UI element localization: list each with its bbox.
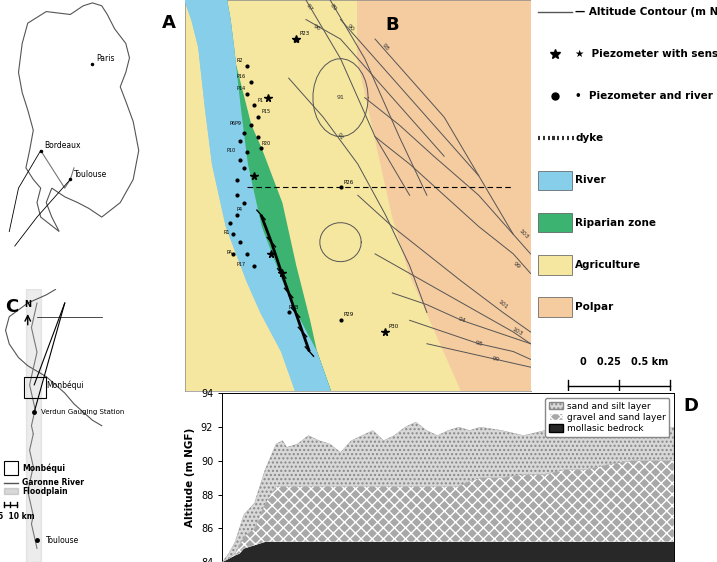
Text: Monbéqui: Monbéqui	[47, 380, 84, 389]
Text: 90: 90	[346, 23, 356, 32]
Text: Agriculture: Agriculture	[575, 260, 642, 270]
Text: 89: 89	[329, 3, 338, 12]
Text: 91: 91	[336, 95, 344, 100]
Bar	[538, 213, 571, 233]
Text: R2: R2	[237, 58, 243, 64]
Text: P1: P1	[257, 98, 264, 102]
Text: 103: 103	[518, 228, 530, 241]
Bar	[4, 461, 19, 475]
Text: P10: P10	[227, 148, 236, 153]
Bar	[538, 171, 571, 190]
Text: Floodplain: Floodplain	[22, 487, 68, 496]
Text: 96: 96	[312, 23, 321, 31]
Text: Monbéqui: Monbéqui	[22, 463, 65, 473]
Text: dyke: dyke	[575, 133, 604, 143]
Text: 0   0.25   0.5 km: 0 0.25 0.5 km	[579, 357, 668, 368]
Text: Riparian zone: Riparian zone	[575, 217, 656, 228]
Polygon shape	[227, 0, 330, 391]
Text: 0   5  10 km: 0 5 10 km	[0, 511, 35, 520]
Y-axis label: Altitude (m NGF): Altitude (m NGF)	[185, 428, 195, 527]
Text: P4: P4	[237, 207, 243, 212]
Text: River: River	[575, 175, 606, 185]
Text: Verdun Gauging Station: Verdun Gauging Station	[41, 409, 124, 415]
Text: P26: P26	[344, 180, 354, 184]
Text: P29: P29	[344, 312, 354, 318]
Text: P20: P20	[261, 140, 270, 146]
Text: 99: 99	[512, 261, 521, 270]
Bar	[538, 297, 571, 317]
Text: ★  Piezometer with sensor: ★ Piezometer with sensor	[575, 49, 717, 59]
Text: 97: 97	[305, 3, 314, 12]
Text: 94: 94	[457, 316, 466, 324]
Text: 98: 98	[474, 340, 483, 347]
Text: •  Piezometer and river sites: • Piezometer and river sites	[575, 91, 717, 101]
Text: P16: P16	[237, 74, 246, 79]
Text: N: N	[24, 300, 32, 309]
Bar	[24, 377, 47, 398]
Text: 91: 91	[336, 132, 345, 142]
Text: P30: P30	[389, 324, 399, 329]
Text: Polpar: Polpar	[575, 302, 614, 312]
Text: Paris: Paris	[96, 54, 115, 63]
Text: P23: P23	[299, 31, 309, 36]
Text: P28: P28	[289, 305, 299, 310]
Text: R1: R1	[223, 230, 229, 235]
Text: Garonne River: Garonne River	[22, 478, 84, 487]
Text: Bordeaux: Bordeaux	[44, 140, 81, 149]
Text: D: D	[683, 397, 698, 415]
Polygon shape	[185, 0, 330, 429]
Text: Toulouse: Toulouse	[47, 536, 80, 545]
Text: P14: P14	[237, 86, 246, 91]
Text: PA: PA	[227, 250, 232, 255]
Legend: sand and silt layer, gravel and sand layer, mollasic bedrock: sand and silt layer, gravel and sand lay…	[546, 398, 670, 437]
Text: 101: 101	[497, 299, 509, 310]
Text: A: A	[162, 15, 176, 33]
Text: P6P9: P6P9	[230, 121, 242, 126]
Text: C: C	[6, 298, 19, 316]
Text: Toulouse: Toulouse	[74, 170, 108, 179]
Text: P15: P15	[261, 109, 270, 114]
Text: B: B	[386, 16, 399, 34]
Text: 99: 99	[492, 356, 500, 362]
Text: 103: 103	[511, 327, 523, 337]
Text: — Altitude Contour (m NGF): — Altitude Contour (m NGF)	[575, 7, 717, 17]
Bar	[538, 255, 571, 275]
Polygon shape	[19, 3, 139, 232]
Text: P17: P17	[237, 261, 246, 266]
Polygon shape	[358, 0, 531, 391]
Text: 98: 98	[381, 42, 390, 52]
Polygon shape	[185, 0, 330, 429]
